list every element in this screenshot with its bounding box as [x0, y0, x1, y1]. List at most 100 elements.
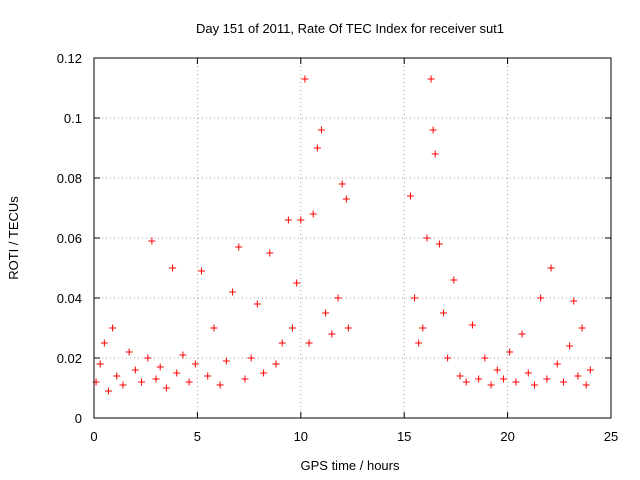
y-tick-label: 0 — [75, 411, 82, 426]
data-point-marker — [439, 309, 447, 317]
data-point-marker — [530, 381, 538, 389]
data-point-marker — [524, 369, 532, 377]
data-point-marker — [210, 324, 218, 332]
data-point-marker — [148, 237, 156, 245]
data-point-marker — [322, 309, 330, 317]
x-tick-label: 25 — [604, 429, 618, 444]
x-tick-label: 15 — [397, 429, 411, 444]
data-point-marker — [481, 354, 489, 362]
y-tick-label: 0.12 — [57, 51, 82, 66]
y-tick-label: 0.06 — [57, 231, 82, 246]
data-point-marker — [578, 324, 586, 332]
x-tick-label: 5 — [194, 429, 201, 444]
data-point-marker — [198, 267, 206, 275]
y-tick-label: 0.1 — [64, 111, 82, 126]
data-point-marker — [125, 348, 133, 356]
data-point-marker — [113, 372, 121, 380]
y-tick-label: 0.08 — [57, 171, 82, 186]
data-point-marker — [247, 354, 255, 362]
data-point-marker — [493, 366, 501, 374]
data-point-marker — [169, 264, 177, 272]
data-point-marker — [487, 381, 495, 389]
data-point-marker — [297, 216, 305, 224]
axis-ticks — [93, 57, 612, 419]
data-point-marker — [278, 339, 286, 347]
plot-frame — [93, 57, 612, 419]
data-point-marker — [222, 357, 230, 365]
data-point-marker — [456, 372, 464, 380]
y-axis-tick-labels: 0 0.02 0.04 0.06 0.08 0.1 0.12 — [57, 51, 82, 426]
data-point-marker — [338, 180, 346, 188]
data-point-marker — [284, 216, 292, 224]
data-point-marker — [162, 384, 170, 392]
data-point-marker — [266, 249, 274, 257]
y-tick-label: 0.04 — [57, 291, 82, 306]
data-point-marker — [582, 381, 590, 389]
x-axis-label: GPS time / hours — [301, 458, 400, 473]
data-point-marker — [415, 339, 423, 347]
data-point-marker — [444, 354, 452, 362]
data-point-marker — [537, 294, 545, 302]
x-axis-tick-labels: 0 5 10 15 20 25 — [90, 429, 618, 444]
data-point-marker — [144, 354, 152, 362]
data-point-marker — [328, 330, 336, 338]
y-axis-label: ROTI / TECUs — [6, 196, 21, 280]
data-point-marker — [427, 75, 435, 83]
data-point-marker — [191, 360, 199, 368]
data-point-marker — [204, 372, 212, 380]
x-tick-label: 20 — [500, 429, 514, 444]
y-tick-label: 0.02 — [57, 351, 82, 366]
data-point-marker — [435, 240, 443, 248]
data-point-marker — [253, 300, 261, 308]
data-point-marker — [559, 378, 567, 386]
data-point-marker — [475, 375, 483, 383]
data-point-marker — [570, 297, 578, 305]
data-point-marker — [289, 324, 297, 332]
data-point-marker — [241, 375, 249, 383]
data-point-marker — [293, 279, 301, 287]
data-point-marker — [272, 360, 280, 368]
data-point-marker — [547, 264, 555, 272]
data-point-marker — [156, 363, 164, 371]
data-point-marker — [301, 75, 309, 83]
data-point-marker — [131, 366, 139, 374]
grid-lines — [94, 58, 611, 418]
data-point-marker — [586, 366, 594, 374]
data-point-marker — [179, 351, 187, 359]
data-point-marker — [334, 294, 342, 302]
data-point-marker — [313, 144, 321, 152]
data-point-marker — [173, 369, 181, 377]
data-point-marker — [499, 375, 507, 383]
data-point-marker — [506, 348, 514, 356]
data-point-marker — [229, 288, 237, 296]
data-point-marker — [468, 321, 476, 329]
data-point-marker — [104, 387, 112, 395]
x-tick-label: 0 — [90, 429, 97, 444]
data-point-marker — [411, 294, 419, 302]
data-point-marker — [109, 324, 117, 332]
data-point-marker — [419, 324, 427, 332]
data-point-marker — [152, 375, 160, 383]
data-point-marker — [574, 372, 582, 380]
data-points — [92, 75, 594, 395]
data-point-marker — [235, 243, 243, 251]
data-point-marker — [429, 126, 437, 134]
data-point-marker — [309, 210, 317, 218]
data-point-marker — [260, 369, 268, 377]
data-point-marker — [119, 381, 127, 389]
data-point-marker — [185, 378, 193, 386]
data-point-marker — [423, 234, 431, 242]
data-point-marker — [100, 339, 108, 347]
data-point-marker — [317, 126, 325, 134]
data-point-marker — [305, 339, 313, 347]
data-point-marker — [512, 378, 520, 386]
data-point-marker — [138, 378, 146, 386]
data-point-marker — [431, 150, 439, 158]
data-point-marker — [462, 378, 470, 386]
data-point-marker — [553, 360, 561, 368]
data-point-marker — [96, 360, 104, 368]
chart-title: Day 151 of 2011, Rate Of TEC Index for r… — [196, 21, 504, 36]
data-point-marker — [566, 342, 574, 350]
data-point-marker — [216, 381, 224, 389]
